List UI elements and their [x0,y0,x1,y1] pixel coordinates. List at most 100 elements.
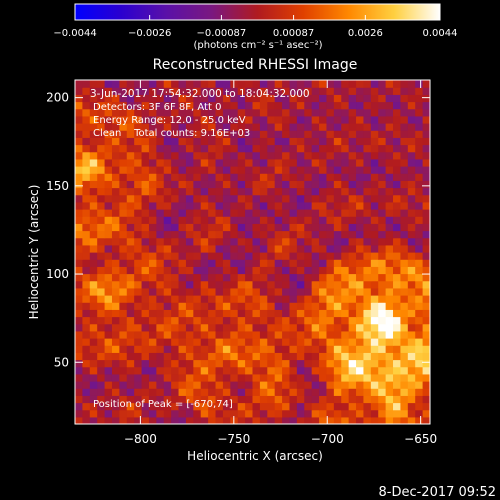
heatmap-cell [193,352,202,361]
heatmap-cell [311,366,320,375]
heatmap-cell [75,395,83,404]
heatmap-cell [422,287,430,296]
heatmap-cell [208,259,217,267]
heatmap-cell [393,230,402,239]
heatmap-cell [208,194,217,203]
heatmap-cell [134,373,143,382]
heatmap-cell [245,230,254,239]
heatmap-cell [185,416,194,424]
heatmap-cell [348,209,357,217]
heatmap-cell [245,402,254,411]
heatmap-cell [363,302,372,310]
heatmap-cell [200,381,209,389]
heatmap-cell [222,223,231,232]
heatmap-cell [370,352,379,361]
heatmap-cell [193,345,202,353]
heatmap-cell [97,338,106,346]
heatmap-cell [163,388,172,396]
heatmap-cell [363,402,372,411]
heatmap-cell [119,209,128,217]
heatmap-cell [333,309,342,318]
heatmap-cell [378,80,387,88]
heatmap-cell [393,194,402,203]
heatmap-cell [363,94,372,103]
heatmap-cell [148,137,157,146]
heatmap-cell [185,273,194,282]
heatmap-cell [274,352,283,361]
heatmap-cell [415,173,424,181]
heatmap-cell [363,158,372,167]
heatmap-cell [267,194,276,203]
heatmap-cell [134,302,143,310]
heatmap-cell [407,302,416,310]
heatmap-cell [259,388,268,396]
heatmap-cell [400,409,409,418]
heatmap-cell [259,352,268,361]
heatmap-cell [289,259,298,267]
heatmap-cell [296,323,305,332]
heatmap-cell [319,158,328,167]
heatmap-cell [267,402,276,411]
heatmap-cell [415,144,424,153]
heatmap-cell [89,87,98,95]
heatmap-cell [356,101,365,110]
heatmap-cell [141,316,150,325]
heatmap-cell [311,137,320,146]
heatmap-cell [230,373,239,382]
heatmap-cell [267,395,276,404]
heatmap-cell [237,244,246,253]
heatmap-cell [304,94,313,103]
heatmap-cell [393,237,402,246]
heatmap-cell [259,373,268,382]
heatmap-cell [230,402,239,411]
heatmap-cell [119,287,128,296]
heatmap-cell [193,295,202,303]
heatmap-cell [222,402,231,411]
heatmap-cell [319,409,328,418]
heatmap-cell [104,209,113,217]
heatmap-cell [341,144,350,153]
heatmap-cell [185,388,194,396]
heatmap-cell [259,123,268,131]
heatmap-cell [319,201,328,210]
heatmap-cell [82,158,91,167]
heatmap-cell [148,309,157,318]
heatmap-cell [163,416,172,424]
heatmap-cell [422,295,430,303]
heatmap-cell [356,194,365,203]
heatmap-cell [75,216,83,224]
heatmap-cell [104,381,113,389]
heatmap-cell [163,115,172,124]
heatmap-cell [111,323,120,332]
heatmap-cell [171,123,180,131]
heatmap-cell [259,87,268,95]
heatmap-cell [245,94,254,103]
heatmap-cell [289,381,298,389]
heatmap-cell [185,87,194,95]
heatmap-cell [237,352,246,361]
heatmap-cell [208,359,217,368]
heatmap-cell [208,187,217,196]
heatmap-cell [222,137,231,146]
heatmap-cell [348,266,357,275]
heatmap-cell [370,309,379,318]
heatmap-cell [141,309,150,318]
heatmap-cell [104,173,113,181]
heatmap-cell [274,366,283,375]
heatmap-cell [393,108,402,117]
heatmap-cell [356,144,365,153]
heatmap-cell [311,302,320,310]
heatmap-cell [185,295,194,303]
heatmap-cell [267,80,276,88]
heatmap-cell [385,180,394,189]
heatmap-cell [289,94,298,103]
heatmap-cell [370,108,379,117]
heatmap-cell [163,295,172,303]
heatmap-cell [341,230,350,239]
heatmap-cell [185,259,194,267]
heatmap-cell [148,273,157,282]
annotation-detectors: Detectors: 3F 6F 8F, Att 0 [93,102,221,113]
heatmap-cell [422,309,430,318]
heatmap-cell [296,381,305,389]
heatmap-cell [171,130,180,138]
